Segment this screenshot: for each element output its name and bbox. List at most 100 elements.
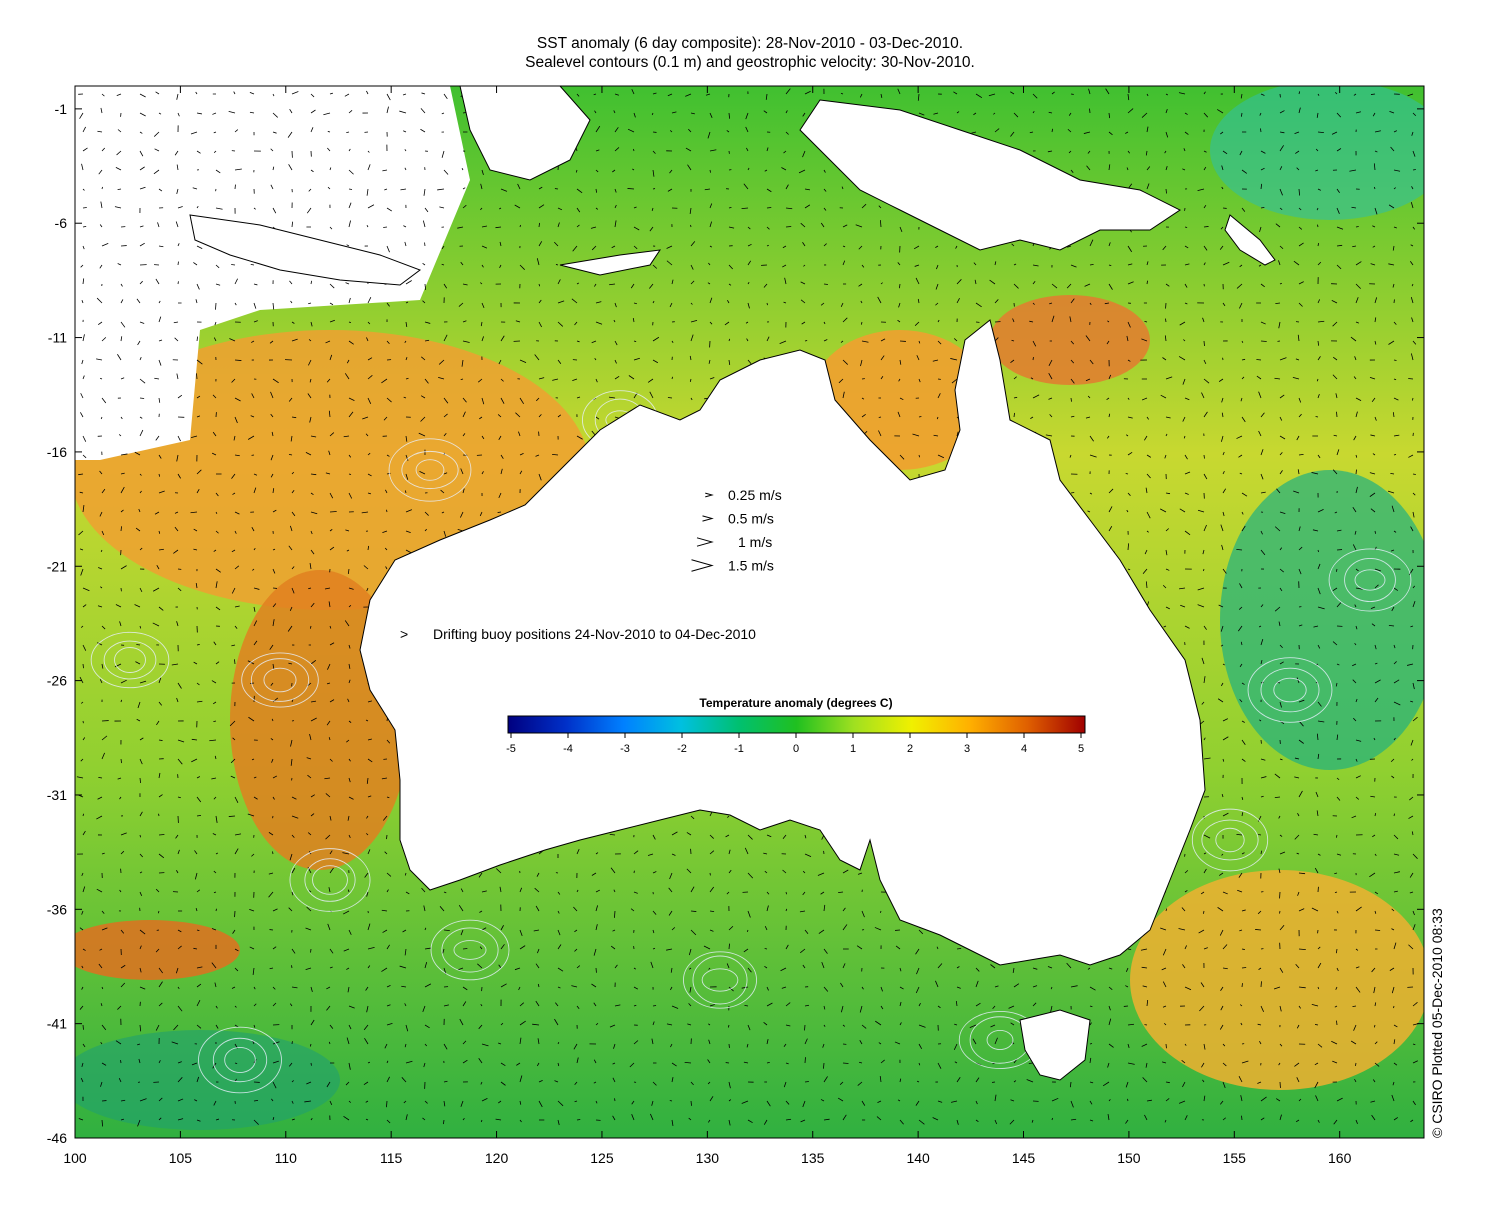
velocity-vector: [728, 226, 735, 229]
velocity-vector: [348, 604, 352, 608]
velocity-vector: [139, 834, 141, 838]
velocity-vector: [1260, 758, 1266, 761]
velocity-vector: [669, 872, 673, 880]
velocity-vector: [591, 245, 597, 251]
velocity-vector: [272, 1081, 277, 1089]
velocity-vector: [614, 127, 619, 133]
velocity-vector: [230, 758, 236, 764]
velocity-vector: [1353, 376, 1357, 380]
velocity-vector: [633, 1040, 639, 1045]
velocity-vector: [557, 910, 560, 914]
velocity-vector: [1409, 260, 1414, 266]
velocity-vector: [1411, 831, 1414, 836]
velocity-vector: [842, 1024, 846, 1027]
velocity-vector: [289, 853, 293, 861]
velocity-vector: [347, 568, 350, 574]
velocity-vector: [741, 986, 749, 989]
velocity-vector: [196, 150, 201, 154]
velocity-vector: [576, 282, 580, 285]
velocity-vector: [500, 454, 504, 459]
velocity-vector: [859, 93, 863, 98]
velocity-vector: [595, 149, 600, 152]
velocity-vector: [234, 454, 240, 457]
velocity-vector: [1013, 1080, 1017, 1083]
colorbar-tick-label: 0: [793, 743, 799, 755]
velocity-vector: [652, 264, 658, 269]
velocity-vector: [990, 1024, 996, 1028]
velocity-vector: [972, 1038, 977, 1045]
buoy-legend-symbol: >: [400, 626, 408, 642]
velocity-vector: [614, 359, 617, 364]
velocity-vector: [1184, 263, 1190, 266]
velocity-vector: [1241, 739, 1246, 745]
velocity-vector: [804, 188, 811, 191]
velocity-vector: [1390, 146, 1395, 152]
velocity-vector: [804, 853, 812, 857]
velocity-vector: [82, 663, 84, 669]
velocity-vector: [253, 320, 258, 323]
velocity-vector: [690, 910, 697, 912]
velocity-vector: [593, 1002, 597, 1007]
velocity-vector: [443, 334, 448, 342]
velocity-vector: [348, 796, 354, 800]
velocity-vector: [576, 848, 580, 855]
velocity-vector: [1355, 226, 1359, 228]
velocity-vector: [1140, 948, 1148, 951]
velocity-vector: [253, 1099, 259, 1102]
velocity-vector: [228, 110, 236, 114]
velocity-vector: [253, 606, 256, 612]
velocity-vector: [157, 222, 160, 228]
velocity-vector: [1336, 264, 1342, 270]
velocity-vector: [1089, 1100, 1093, 1105]
velocity-vector: [595, 188, 598, 193]
velocity-vector: [291, 566, 295, 570]
velocity-vector: [1393, 737, 1396, 741]
velocity-vector: [763, 1022, 768, 1026]
velocity-vector: [291, 1118, 295, 1121]
velocity-vector: [213, 131, 217, 134]
velocity-vector: [766, 1002, 773, 1007]
velocity-vector: [272, 112, 279, 118]
velocity-vector: [1406, 663, 1414, 666]
velocity-vector: [1351, 815, 1357, 819]
velocity-vector: [1355, 397, 1362, 401]
velocity-vector: [1201, 657, 1205, 665]
velocity-vector: [154, 377, 160, 380]
velocity-vector: [1164, 454, 1167, 459]
velocity-vector: [1393, 321, 1397, 325]
velocity-vector: [1370, 795, 1376, 798]
velocity-vector: [1355, 568, 1359, 572]
velocity-vector: [329, 492, 334, 499]
velocity-vector: [79, 927, 84, 931]
velocity-vector: [386, 397, 392, 403]
velocity-vector: [746, 147, 749, 152]
velocity-vector: [1412, 226, 1416, 230]
velocity-vector: [741, 1100, 749, 1104]
velocity-vector: [1108, 488, 1114, 494]
velocity-vector: [899, 1001, 902, 1007]
velocity-vector: [439, 206, 445, 209]
colorbar: Temperature anomaly (degrees C) -5 -4 -3 -2…: [506, 696, 1086, 755]
velocity-vector: [747, 1024, 751, 1031]
velocity-vector: [1354, 642, 1357, 646]
velocity-vector: [1317, 549, 1319, 553]
sealevel-contour: [289, 848, 371, 912]
velocity-vector: [1184, 226, 1188, 228]
velocity-vector: [1334, 891, 1338, 894]
velocity-vector: [955, 1000, 958, 1007]
velocity-vector: [652, 871, 657, 874]
velocity-vector: [308, 339, 312, 342]
velocity-vector: [1353, 435, 1357, 441]
velocity-vector: [1146, 166, 1151, 171]
velocity-vector: [951, 378, 958, 384]
velocity-vector: [1393, 871, 1401, 874]
velocity-vector: [595, 905, 599, 912]
velocity-vector: [119, 621, 122, 627]
velocity-vector: [783, 1043, 787, 1047]
velocity-vector: [1010, 359, 1015, 364]
velocity-vector: [953, 338, 958, 342]
velocity-vector: [196, 814, 202, 817]
velocity-vector: [1162, 1061, 1167, 1064]
velocity-vector: [950, 1100, 958, 1103]
velocity-vector: [386, 834, 388, 840]
